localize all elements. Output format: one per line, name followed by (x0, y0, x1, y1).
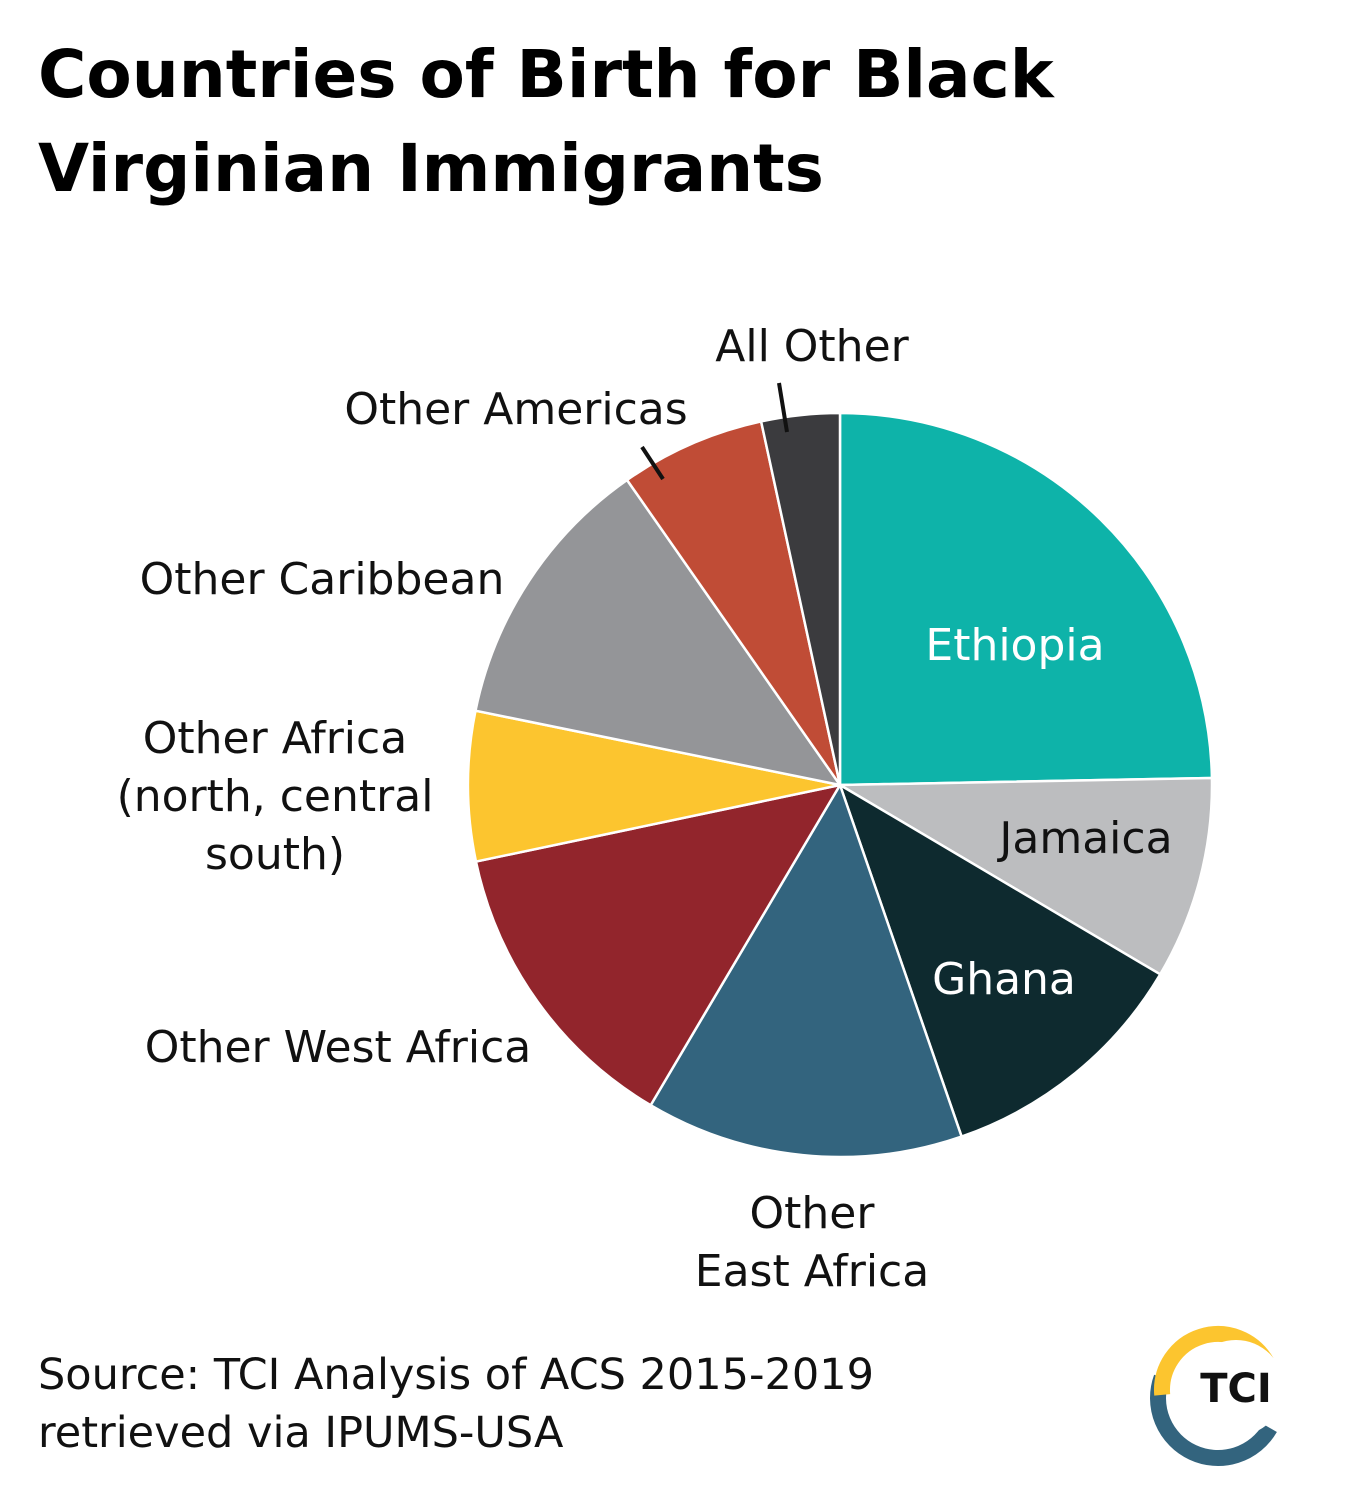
leader-all-other (777, 382, 789, 433)
pie-slice-other-americas (625, 420, 842, 787)
slice-label-line: Ghana (932, 954, 1076, 1005)
slice-label-all-other: All Other (715, 321, 909, 372)
slice-label-other-americas: Other Americas (344, 384, 687, 435)
pie-slice-ghana (838, 783, 1162, 1138)
source-line-1: Source: TCI Analysis of ACS 2015-2019 (38, 1350, 874, 1400)
logo-text: TCI (1200, 1366, 1272, 1412)
pie-slice-other-west-africa (474, 783, 842, 1107)
source-line-2: retrieved via IPUMS-USA (38, 1408, 564, 1458)
pie-slice-other-east-africa (649, 783, 963, 1159)
slice-label-line: East Africa (695, 1246, 929, 1297)
slice-label-line: south) (205, 829, 345, 880)
slice-label-ghana: Ghana (932, 954, 1076, 1005)
slice-label-line: Ethiopia (925, 620, 1104, 671)
pie-slice-other-africa-north-central-south (466, 709, 842, 863)
slice-label-line: Other Caribbean (140, 554, 505, 605)
source-note: Source: TCI Analysis of ACS 2015-2019 re… (38, 1346, 874, 1462)
slice-label-line: Other Americas (344, 384, 687, 435)
slice-label-line: Other West Africa (145, 1022, 532, 1073)
chart-title: Countries of Birth for Black Virginian I… (38, 28, 1288, 216)
logo-arc-blue (1150, 1374, 1277, 1466)
slice-label-other-caribbean: Other Caribbean (140, 554, 505, 605)
slice-label-line: (north, central (117, 771, 434, 822)
slice-label-other-africa-north-central-south: Other Africa (north, central south) (117, 713, 434, 880)
chart-title-line-2: Virginian Immigrants (38, 130, 824, 207)
pie-slice-ethiopia (838, 411, 1214, 787)
pie-slices (466, 411, 1214, 1159)
logo-disc (1188, 1340, 1284, 1436)
leader-other-americas (640, 445, 665, 481)
slice-label-other-east-africa: Other East Africa (695, 1188, 929, 1297)
leader-lines (640, 382, 789, 481)
slice-label-line: Other Africa (143, 713, 407, 764)
slice-label-jamaica: Jamaica (996, 813, 1172, 864)
pie-slice-all-other (759, 411, 842, 787)
slice-label-other-west-africa: Other West Africa (145, 1022, 532, 1073)
slice-label-line: All Other (715, 321, 909, 372)
pie-slice-other-caribbean (474, 478, 842, 787)
chart-title-line-1: Countries of Birth for Black (38, 36, 1054, 113)
slice-label-line: Jamaica (996, 813, 1172, 864)
pie-slice-jamaica (838, 776, 1214, 976)
slice-label-line: Other (750, 1188, 876, 1239)
tci-logo: TCI (1150, 1326, 1284, 1466)
slice-label-ethiopia: Ethiopia (925, 620, 1104, 671)
